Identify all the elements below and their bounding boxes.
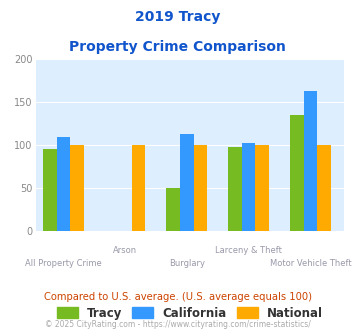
Text: Compared to U.S. average. (U.S. average equals 100): Compared to U.S. average. (U.S. average … — [44, 292, 311, 302]
Bar — [70, 145, 84, 231]
Text: Larceny & Theft: Larceny & Theft — [215, 246, 282, 255]
Bar — [290, 115, 304, 231]
Text: © 2025 CityRating.com - https://www.cityrating.com/crime-statistics/: © 2025 CityRating.com - https://www.city… — [45, 320, 310, 329]
Bar — [193, 145, 207, 231]
Text: Property Crime Comparison: Property Crime Comparison — [69, 40, 286, 53]
Legend: Tracy, California, National: Tracy, California, National — [52, 302, 328, 325]
Bar — [228, 147, 242, 231]
Text: Burglary: Burglary — [169, 259, 205, 268]
Text: 2019 Tracy: 2019 Tracy — [135, 10, 220, 24]
Bar — [317, 145, 331, 231]
Bar — [255, 145, 269, 231]
Bar — [180, 134, 193, 231]
Bar — [132, 145, 146, 231]
Bar — [166, 188, 180, 231]
Text: Arson: Arson — [113, 246, 137, 255]
Bar — [304, 91, 317, 231]
Bar — [56, 137, 70, 231]
Bar — [43, 149, 56, 231]
Text: All Property Crime: All Property Crime — [25, 259, 102, 268]
Bar — [242, 143, 255, 231]
Text: Motor Vehicle Theft: Motor Vehicle Theft — [269, 259, 351, 268]
